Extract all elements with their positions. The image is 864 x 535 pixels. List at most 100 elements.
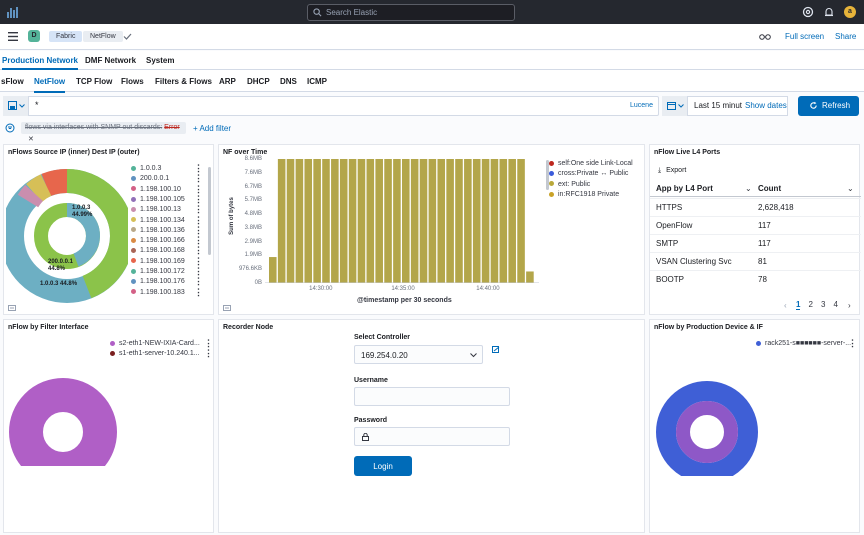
bar[interactable]: [331, 159, 339, 283]
legend-item[interactable]: s2-eth1-NEW-IXIA-Card...: [110, 340, 200, 347]
bar[interactable]: [455, 159, 463, 283]
more-icon[interactable]: ⋮: [204, 338, 213, 348]
bar[interactable]: [304, 159, 313, 283]
more-icon[interactable]: ⋮: [194, 173, 203, 184]
more-icon[interactable]: ⋮: [194, 163, 203, 173]
bar[interactable]: [295, 159, 304, 283]
bar[interactable]: [313, 159, 321, 283]
breadcrumb-fabric[interactable]: Fabric: [49, 31, 83, 42]
legend-item[interactable]: 1.198.100.183: [131, 289, 185, 296]
bar[interactable]: [286, 159, 295, 283]
bar[interactable]: [526, 271, 534, 283]
table-row[interactable]: BOOTP 78: [650, 270, 861, 287]
more-icon[interactable]: ⋮: [194, 235, 203, 246]
sort-chevron-icon[interactable]: ⌄: [745, 184, 752, 193]
bar[interactable]: [499, 159, 508, 283]
legend-item[interactable]: in:RFC1918 Private: [549, 191, 619, 198]
more-icon[interactable]: ⋮: [194, 193, 203, 204]
tab-netflow[interactable]: NetFlow: [34, 77, 66, 93]
more-icon[interactable]: ⋮: [194, 286, 203, 297]
bar[interactable]: [437, 159, 446, 283]
table-row[interactable]: HTTPS 2,628,418: [650, 198, 861, 215]
more-icon[interactable]: ⋮: [194, 245, 203, 256]
legend-item[interactable]: 200.0.0.1: [131, 175, 169, 182]
inspect-icon[interactable]: [223, 305, 231, 311]
show-dates-button[interactable]: Show dates: [745, 101, 787, 110]
saved-query-button[interactable]: [3, 96, 29, 116]
pagination-page[interactable]: 3: [821, 300, 826, 309]
tab-system[interactable]: System: [146, 56, 175, 65]
bar[interactable]: [410, 159, 419, 283]
bar[interactable]: [446, 159, 454, 283]
legend-scrollbar[interactable]: [208, 167, 211, 255]
help-icon[interactable]: [802, 6, 814, 18]
legend-item[interactable]: self:One side Link-Local: [549, 160, 633, 167]
legend-item[interactable]: 1.198.100.13: [131, 206, 181, 213]
share-button[interactable]: Share: [835, 32, 857, 41]
table-row[interactable]: VSAN Clustering Svc 81: [650, 252, 861, 269]
username-field[interactable]: [354, 387, 510, 406]
legend-item[interactable]: rack251-s■■■■■■-server-...: [756, 340, 851, 347]
bar[interactable]: [348, 159, 357, 283]
close-icon[interactable]: ✕: [28, 136, 34, 143]
refresh-button[interactable]: Refresh: [798, 96, 859, 116]
filter-icon[interactable]: [5, 123, 15, 133]
legend-item[interactable]: 1.0.0.3: [131, 165, 161, 172]
table-row[interactable]: SMTP 117: [650, 234, 861, 251]
bar[interactable]: [490, 159, 499, 283]
more-icon[interactable]: ⋮: [194, 183, 203, 194]
table-row[interactable]: OpenFlow 117: [650, 216, 861, 233]
bar[interactable]: [402, 159, 410, 283]
bar[interactable]: [464, 159, 472, 283]
legend-item[interactable]: 1.198.100.168: [131, 247, 185, 254]
bar[interactable]: [419, 159, 428, 283]
password-field[interactable]: [354, 427, 510, 446]
more-icon[interactable]: ⋮: [848, 338, 857, 348]
tab-dhcp[interactable]: DHCP: [247, 77, 270, 86]
legend-item[interactable]: 1.198.100.10: [131, 186, 181, 193]
inspect-icon[interactable]: [8, 305, 16, 311]
tab-sflow[interactable]: sFlow: [1, 77, 24, 86]
bar[interactable]: [393, 159, 401, 283]
add-filter-button[interactable]: + Add filter: [193, 124, 232, 133]
controller-select[interactable]: 169.254.0.20: [354, 345, 483, 364]
global-search-input[interactable]: Search Elastic: [307, 4, 515, 21]
edit-icon[interactable]: [492, 346, 500, 354]
more-icon[interactable]: ⋮: [194, 214, 203, 225]
tab-production-network[interactable]: Production Network: [2, 56, 79, 70]
legend-item[interactable]: cross:Private ↔ Public: [549, 170, 628, 177]
bar[interactable]: [322, 159, 330, 283]
more-icon[interactable]: ⋮: [194, 224, 203, 235]
bar[interactable]: [472, 159, 481, 283]
sort-chevron-icon[interactable]: ⌄: [847, 184, 854, 193]
bar[interactable]: [339, 159, 348, 283]
elastic-logo-icon[interactable]: [6, 5, 20, 19]
bar[interactable]: [375, 159, 383, 283]
full-screen-button[interactable]: Full screen: [785, 32, 825, 41]
quick-select-button[interactable]: [662, 96, 688, 116]
legend-item[interactable]: 1.198.100.169: [131, 258, 185, 265]
bar[interactable]: [508, 159, 516, 283]
pagination-prev-icon[interactable]: ‹: [784, 301, 787, 310]
legend-item[interactable]: ext: Public: [549, 181, 590, 188]
legend-item[interactable]: 1.198.100.172: [131, 268, 185, 275]
bar[interactable]: [269, 257, 277, 283]
tab-icmp[interactable]: ICMP: [307, 77, 327, 86]
pagination-next-icon[interactable]: ›: [848, 301, 851, 310]
bar[interactable]: [481, 159, 490, 283]
bar[interactable]: [277, 159, 286, 283]
legend-item[interactable]: 1.198.100.176: [131, 278, 185, 285]
query-input[interactable]: [3, 96, 659, 116]
export-button[interactable]: ⤓ Export: [658, 167, 687, 174]
tab-dmf-network[interactable]: DMF Network: [85, 56, 137, 65]
more-icon[interactable]: ⋮: [194, 276, 203, 287]
more-icon[interactable]: ⋮: [194, 255, 203, 266]
more-icon[interactable]: ⋮: [204, 348, 213, 358]
bar[interactable]: [517, 159, 525, 283]
legend-item[interactable]: 1.198.100.166: [131, 237, 185, 244]
space-badge[interactable]: D: [28, 30, 40, 42]
more-icon[interactable]: ⋮: [194, 266, 203, 276]
more-icon[interactable]: ⋮: [194, 204, 203, 215]
legend-item[interactable]: 1.198.100.134: [131, 217, 185, 224]
pagination-page[interactable]: 2: [808, 300, 813, 309]
